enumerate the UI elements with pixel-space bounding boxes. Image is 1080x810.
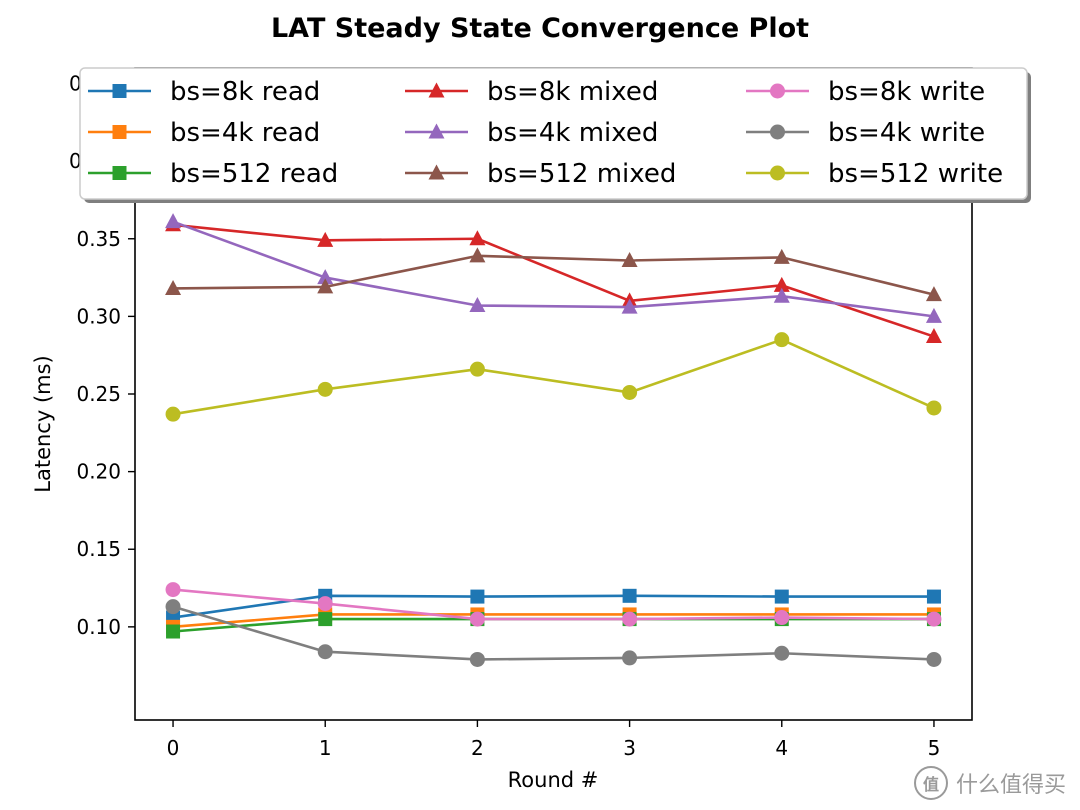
series-line	[172, 605, 935, 661]
data-point	[165, 599, 181, 615]
legend-marker	[112, 84, 127, 98]
data-point	[469, 297, 486, 313]
x-tick-label: 0	[167, 736, 180, 760]
data-point	[622, 384, 638, 400]
y-tick-label-partial: 0	[69, 72, 82, 96]
data-point	[165, 213, 182, 229]
data-point	[317, 269, 334, 285]
data-point	[165, 279, 182, 295]
legend: bs=8k read bs=4k read bs=512 read bs=8k mix…	[79, 67, 1031, 203]
data-point	[622, 611, 638, 627]
data-point	[469, 651, 485, 667]
data-point	[470, 589, 485, 604]
y-tick-label: 0.25	[76, 382, 121, 406]
y-tick-label: 0.10	[76, 615, 121, 639]
data-point	[318, 612, 333, 627]
legend-marker	[112, 166, 127, 180]
y-tick-label: 0.15	[76, 537, 121, 561]
legend-label: bs=512 mixed	[487, 159, 676, 189]
watermark-badge-icon: 值	[913, 766, 948, 800]
data-point	[166, 624, 181, 639]
data-point	[925, 328, 942, 344]
data-point	[317, 278, 334, 294]
legend-label: bs=512 write	[828, 159, 1003, 189]
data-point	[926, 589, 941, 604]
data-point	[317, 231, 334, 247]
data-point	[926, 651, 942, 667]
y-tick-label: 0.35	[76, 227, 121, 251]
legend-marker	[770, 165, 785, 181]
data-point	[774, 645, 790, 661]
data-point	[469, 361, 485, 377]
y-tick-label: 0.20	[76, 460, 121, 484]
data-point	[469, 247, 486, 263]
legend-label: bs=8k read	[170, 77, 320, 107]
legend-label: bs=4k write	[828, 118, 985, 148]
legend-marker	[428, 164, 445, 180]
series-line	[173, 254, 935, 296]
data-point	[469, 611, 485, 627]
series-line	[172, 617, 934, 633]
legend-marker	[428, 123, 445, 139]
x-tick-label: 2	[471, 736, 484, 760]
data-point	[773, 276, 790, 292]
x-tick-label: 4	[775, 736, 788, 760]
data-point	[774, 589, 789, 604]
data-point	[925, 286, 942, 302]
series-line	[172, 223, 935, 338]
data-point	[926, 611, 942, 627]
legend-marker	[428, 82, 445, 98]
data-point	[165, 406, 181, 422]
data-point	[774, 610, 790, 626]
legend-label: bs=4k read	[170, 118, 320, 148]
data-point	[317, 596, 333, 612]
watermark: 值 什么值得买	[913, 766, 1066, 800]
series-line	[172, 594, 934, 619]
series-line	[172, 588, 934, 621]
data-point	[774, 332, 790, 348]
y-tick-label: 0.30	[76, 304, 121, 328]
legend-marker	[770, 83, 785, 99]
data-point	[926, 400, 942, 416]
legend-label: bs=8k mixed	[487, 77, 658, 107]
plot-area: 0 1 2 3 4 5 0.10 0.15 0.20 0.25 0.30 0.35 0 0	[69, 67, 973, 760]
y-axis-label: Latency (ms)	[31, 355, 55, 492]
y-tick-label-partial: 0	[69, 149, 82, 173]
data-point	[925, 307, 942, 323]
data-point	[621, 298, 638, 314]
x-axis-label: Round #	[508, 768, 599, 792]
legend-box	[79, 67, 1028, 200]
series-line	[172, 338, 935, 416]
series-line	[172, 220, 935, 318]
series-line	[172, 613, 934, 629]
legend-marker	[770, 124, 785, 140]
legend-label: bs=8k write	[828, 77, 985, 107]
data-point	[317, 381, 333, 397]
x-tick-label: 3	[623, 736, 636, 760]
x-tick-label: 1	[319, 736, 332, 760]
data-point	[165, 582, 181, 598]
data-point	[773, 287, 790, 303]
legend-label: bs=4k mixed	[487, 118, 658, 148]
watermark-text: 什么值得买	[955, 773, 1066, 798]
legend-marker	[112, 125, 127, 139]
data-point	[622, 650, 638, 666]
data-point	[622, 588, 637, 603]
data-point	[621, 251, 638, 267]
chart-title: LAT Steady State Convergence Plot	[271, 13, 809, 44]
legend-label: bs=512 read	[170, 159, 338, 189]
data-point	[773, 248, 790, 264]
data-point	[469, 230, 486, 246]
data-point	[317, 644, 333, 660]
x-tick-label: 5	[928, 736, 941, 760]
